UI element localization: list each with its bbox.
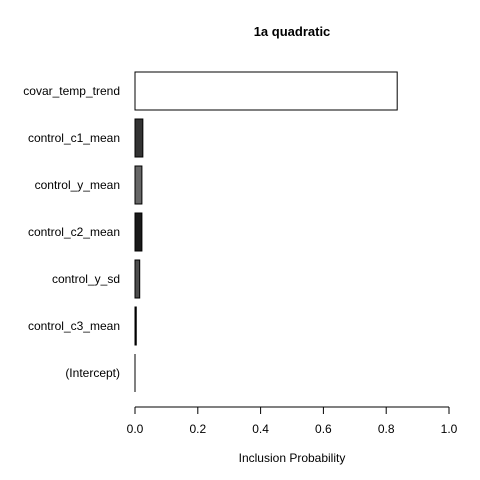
bar-control-c3-mean <box>134 306 137 346</box>
x-tick-label: 0.2 <box>189 422 206 436</box>
x-axis: 0.0 0.2 0.4 0.6 0.8 1.0 <box>127 406 458 436</box>
x-tick-label: 0.8 <box>378 422 395 436</box>
category-label: control_y_mean <box>35 178 120 192</box>
x-axis-label: Inclusion Probability <box>239 451 346 465</box>
bar-control-c1-mean <box>134 118 144 158</box>
bar-control-c2-mean <box>134 212 143 252</box>
bar-covar-temp-trend <box>134 71 398 111</box>
x-tick-label: 1.0 <box>441 422 458 436</box>
category-label: (Intercept) <box>65 366 120 380</box>
bar-control-y-mean <box>134 165 143 205</box>
category-label: control_c1_mean <box>28 131 120 145</box>
category-label: control_c2_mean <box>28 225 120 239</box>
bars-group <box>134 71 398 392</box>
x-tick-label: 0.0 <box>127 422 144 436</box>
category-label: control_y_sd <box>52 272 120 286</box>
x-tick-label: 0.6 <box>315 422 332 436</box>
x-tick-label: 0.4 <box>252 422 269 436</box>
bar-control-y-sd <box>134 259 141 299</box>
category-label: control_c3_mean <box>28 319 120 333</box>
chart-title: 1a quadratic <box>254 24 331 39</box>
category-label: covar_temp_trend <box>23 84 120 98</box>
category-labels: covar_temp_trend control_c1_mean control_y… <box>23 84 120 380</box>
